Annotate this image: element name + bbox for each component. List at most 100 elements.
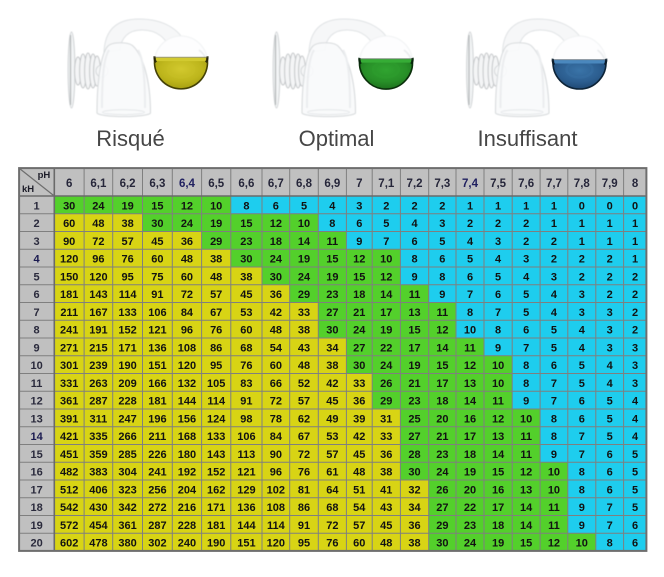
svg-text:84: 84: [181, 307, 194, 319]
svg-text:11: 11: [437, 307, 449, 319]
svg-text:72: 72: [298, 449, 310, 461]
svg-text:211: 211: [60, 307, 78, 319]
svg-text:2: 2: [579, 254, 585, 266]
svg-text:6: 6: [495, 289, 501, 301]
svg-text:8: 8: [551, 414, 557, 426]
svg-text:86: 86: [298, 502, 310, 514]
svg-text:24: 24: [380, 360, 393, 372]
svg-text:75: 75: [151, 272, 163, 284]
svg-text:7: 7: [495, 307, 501, 319]
svg-text:30: 30: [240, 254, 252, 266]
svg-text:54: 54: [353, 502, 366, 514]
svg-text:6: 6: [411, 236, 417, 248]
svg-text:6: 6: [579, 396, 585, 408]
svg-text:60: 60: [181, 272, 193, 284]
svg-text:2: 2: [34, 218, 40, 230]
svg-text:16: 16: [464, 414, 476, 426]
svg-text:18: 18: [353, 289, 365, 301]
svg-text:215: 215: [89, 343, 107, 355]
svg-text:66: 66: [270, 378, 282, 390]
svg-text:285: 285: [118, 449, 136, 461]
svg-text:1: 1: [523, 201, 529, 213]
svg-text:13: 13: [520, 485, 532, 497]
svg-text:9: 9: [579, 502, 585, 514]
svg-text:454: 454: [89, 520, 108, 532]
svg-text:1: 1: [34, 201, 40, 213]
svg-text:6: 6: [356, 218, 362, 230]
svg-text:57: 57: [298, 396, 310, 408]
svg-text:5: 5: [439, 236, 445, 248]
svg-text:4: 4: [551, 307, 558, 319]
svg-text:19: 19: [380, 325, 392, 337]
svg-text:11: 11: [327, 236, 339, 248]
svg-text:9: 9: [34, 343, 40, 355]
svg-text:5: 5: [551, 343, 557, 355]
svg-text:168: 168: [178, 431, 196, 443]
svg-text:33: 33: [380, 431, 392, 443]
svg-text:132: 132: [178, 378, 196, 390]
svg-text:9: 9: [523, 396, 529, 408]
svg-text:27: 27: [436, 502, 448, 514]
svg-text:29: 29: [380, 396, 392, 408]
svg-text:28: 28: [408, 449, 420, 461]
svg-text:1: 1: [467, 201, 473, 213]
svg-text:22: 22: [464, 502, 476, 514]
svg-text:72: 72: [181, 289, 193, 301]
svg-text:162: 162: [207, 485, 225, 497]
svg-text:61: 61: [326, 467, 338, 479]
svg-text:3: 3: [607, 307, 613, 319]
svg-text:240: 240: [178, 538, 196, 550]
svg-text:191: 191: [89, 325, 107, 337]
svg-text:272: 272: [148, 502, 166, 514]
svg-text:12: 12: [270, 218, 282, 230]
svg-text:7: 7: [467, 289, 473, 301]
svg-text:196: 196: [148, 414, 166, 426]
svg-text:76: 76: [121, 254, 133, 266]
svg-text:16: 16: [492, 485, 504, 497]
svg-text:11: 11: [409, 289, 421, 301]
svg-text:204: 204: [178, 485, 197, 497]
svg-text:17: 17: [380, 307, 392, 319]
svg-text:60: 60: [63, 218, 75, 230]
svg-text:26: 26: [436, 485, 448, 497]
svg-text:190: 190: [118, 360, 136, 372]
svg-text:2: 2: [632, 307, 638, 319]
svg-text:48: 48: [353, 467, 365, 479]
svg-text:6: 6: [579, 414, 585, 426]
svg-text:14: 14: [520, 520, 533, 532]
svg-text:96: 96: [181, 325, 193, 337]
svg-text:17: 17: [408, 343, 420, 355]
svg-text:57: 57: [326, 449, 338, 461]
svg-text:23: 23: [326, 289, 338, 301]
svg-text:1: 1: [495, 201, 501, 213]
svg-text:42: 42: [270, 307, 282, 319]
svg-text:53: 53: [240, 307, 252, 319]
svg-text:7: 7: [607, 520, 613, 532]
svg-text:54: 54: [270, 343, 283, 355]
svg-text:11: 11: [31, 378, 43, 390]
svg-text:0: 0: [579, 201, 585, 213]
svg-text:156: 156: [178, 414, 196, 426]
svg-text:19: 19: [408, 360, 420, 372]
svg-text:4: 4: [411, 218, 418, 230]
svg-text:41: 41: [380, 485, 392, 497]
svg-text:304: 304: [118, 467, 137, 479]
svg-text:7: 7: [551, 378, 557, 390]
svg-text:2: 2: [383, 201, 389, 213]
svg-text:36: 36: [380, 449, 392, 461]
svg-text:2: 2: [523, 218, 529, 230]
svg-text:17: 17: [30, 485, 42, 497]
svg-text:3: 3: [607, 325, 613, 337]
svg-text:24: 24: [92, 201, 105, 213]
svg-text:95: 95: [298, 538, 310, 550]
svg-text:8: 8: [607, 538, 613, 550]
svg-text:10: 10: [210, 201, 222, 213]
svg-text:91: 91: [151, 289, 163, 301]
svg-text:10: 10: [548, 467, 560, 479]
svg-text:9: 9: [439, 289, 445, 301]
svg-text:105: 105: [207, 378, 225, 390]
svg-text:52: 52: [298, 378, 310, 390]
svg-text:48: 48: [270, 325, 282, 337]
svg-text:95: 95: [121, 272, 133, 284]
svg-text:5: 5: [607, 396, 613, 408]
